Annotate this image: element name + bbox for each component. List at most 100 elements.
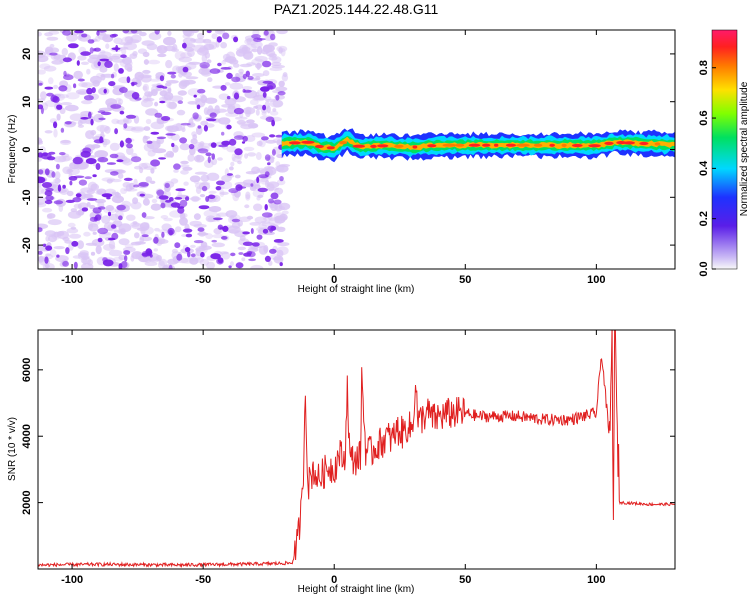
noise-blob-light [142, 85, 148, 91]
noise-blob [56, 104, 63, 110]
noise-blob-light [251, 132, 266, 138]
noise-blob-light [87, 57, 101, 64]
noise-blob-light [251, 73, 265, 77]
snr-frame [37, 329, 676, 570]
noise-blob-light [225, 210, 238, 218]
noise-blob-light [133, 178, 138, 187]
noise-blob [63, 74, 74, 81]
noise-blob-light [281, 210, 289, 215]
noise-blob-light [105, 43, 110, 49]
noise-blob-light [118, 238, 130, 246]
noise-blob-light [195, 126, 203, 135]
noise-blob [175, 188, 186, 192]
noise-blob-light [166, 101, 177, 109]
noise-blob-light [189, 175, 201, 183]
noise-blob-light [276, 226, 286, 232]
noise-blob-light [116, 119, 129, 125]
noise-blob [252, 242, 260, 247]
noise-blob-light [187, 49, 195, 57]
noise-blob-light [48, 77, 54, 85]
noise-blob-light [246, 62, 256, 66]
noise-blob-light [66, 92, 80, 100]
noise-blob-light [113, 63, 119, 72]
noise-blob [264, 255, 271, 262]
noise-blob-light [70, 208, 78, 213]
signal-peak [533, 143, 543, 147]
noise-blob [57, 184, 62, 192]
noise-blob [275, 94, 280, 101]
noise-blob-light [165, 82, 172, 87]
noise-blob-light [61, 47, 68, 56]
noise-blob [170, 74, 176, 79]
noise-blob [156, 136, 167, 140]
noise-blob-light [77, 33, 91, 42]
noise-blob-light [206, 172, 220, 181]
noise-blob [165, 199, 172, 203]
noise-blob-light [206, 59, 212, 64]
y-tick-label: 10 [21, 96, 33, 108]
noise-blob-light [134, 232, 140, 239]
noise-blob [268, 198, 274, 204]
noise-blob [120, 260, 128, 269]
noise-blob [80, 117, 89, 120]
noise-blob [257, 187, 268, 193]
noise-blob [221, 236, 228, 240]
noise-blob [228, 188, 239, 194]
noise-blob [168, 229, 173, 236]
noise-blob-light [267, 187, 280, 191]
noise-blob-light [103, 222, 115, 231]
colorbar-tick-label: 0.6 [698, 110, 710, 125]
noise-blob-light [241, 257, 246, 262]
noise-blob-light [219, 189, 225, 197]
noise-blob-light [207, 77, 213, 83]
noise-blob-light [117, 173, 124, 179]
signal-peak [301, 140, 315, 144]
noise-blob [261, 212, 273, 218]
noise-blob [108, 81, 116, 87]
noise-blob-light [174, 51, 186, 60]
noise-blob [55, 163, 60, 170]
noise-blob-light [169, 151, 174, 158]
noise-blob-light [171, 248, 178, 254]
noise-blob [213, 217, 223, 221]
noise-blob [184, 247, 191, 253]
noise-blob-light [153, 248, 158, 252]
noise-blob [125, 114, 137, 119]
noise-blob [139, 193, 145, 197]
noise-blob [93, 216, 98, 222]
noise-blob-light [144, 91, 154, 97]
noise-blob [220, 67, 232, 70]
noise-blob-light [143, 216, 155, 220]
noise-blob-light [176, 109, 186, 116]
noise-blob-light [83, 193, 93, 199]
noise-blob-light [123, 188, 138, 192]
colorbar-bar [711, 29, 738, 270]
noise-blob-light [258, 138, 266, 148]
x-tick-label: -50 [195, 574, 211, 586]
noise-blob-light [100, 73, 106, 81]
noise-blob [96, 30, 100, 36]
noise-blob-light [109, 142, 120, 151]
noise-blob-light [268, 53, 277, 58]
noise-blob-light [160, 215, 169, 219]
colorbar-tick-label: 0.2 [698, 211, 710, 226]
noise-blob-light [211, 242, 225, 248]
noise-blob [200, 251, 205, 258]
noise-blob-light [186, 33, 192, 37]
signal-peak [455, 143, 465, 147]
noise-blob-light [268, 260, 273, 266]
noise-blob [74, 30, 84, 34]
noise-blob-light [169, 95, 184, 102]
noise-blob-light [81, 100, 93, 105]
noise-blob [206, 118, 217, 122]
noise-blob [179, 137, 188, 144]
noise-blob [134, 97, 142, 101]
noise-blob [154, 30, 160, 35]
noise-blob [182, 66, 189, 73]
noise-blob [73, 175, 85, 179]
noise-blob-light [147, 91, 152, 98]
noise-blob-light [157, 53, 167, 58]
noise-blob [116, 159, 124, 163]
noise-blob-light [193, 154, 205, 163]
noise-blob [273, 199, 282, 205]
